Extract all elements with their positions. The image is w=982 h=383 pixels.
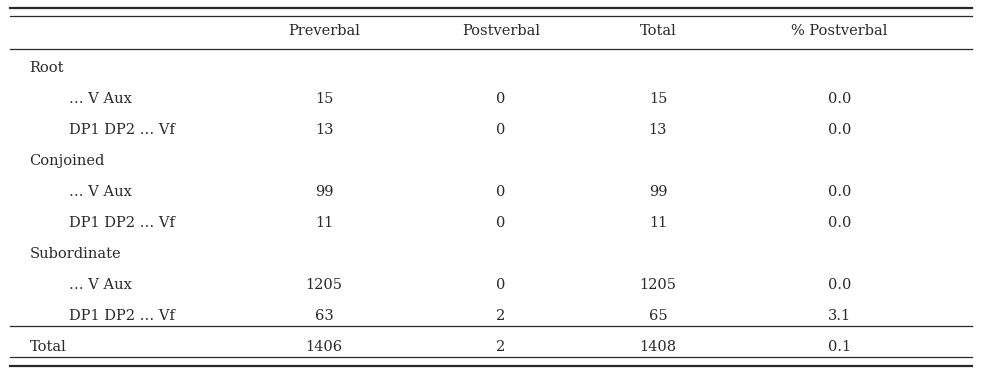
Text: 1205: 1205 [305,278,343,292]
Text: 11: 11 [649,216,667,230]
Text: DP1 DP2 … Vf: DP1 DP2 … Vf [69,123,175,137]
Text: Root: Root [29,61,64,75]
Text: … V Aux: … V Aux [69,185,132,199]
Text: 13: 13 [649,123,667,137]
Text: 3.1: 3.1 [828,309,851,323]
Text: Postverbal: Postverbal [462,24,540,38]
Text: 0.0: 0.0 [828,123,851,137]
Text: 63: 63 [314,309,334,323]
Text: 15: 15 [649,92,667,106]
Text: 0.0: 0.0 [828,216,851,230]
Text: … V Aux: … V Aux [69,278,132,292]
Text: 1205: 1205 [639,278,677,292]
Text: 99: 99 [649,185,667,199]
Text: 0.1: 0.1 [828,340,851,354]
Text: 0.0: 0.0 [828,278,851,292]
Text: 2: 2 [496,340,506,354]
Text: 0: 0 [496,123,506,137]
Text: 0: 0 [496,216,506,230]
Text: DP1 DP2 … Vf: DP1 DP2 … Vf [69,216,175,230]
Text: 2: 2 [496,309,506,323]
Text: 11: 11 [315,216,333,230]
Text: % Postverbal: % Postverbal [791,24,888,38]
Text: 1408: 1408 [639,340,677,354]
Text: 0: 0 [496,185,506,199]
Text: DP1 DP2 … Vf: DP1 DP2 … Vf [69,309,175,323]
Text: Subordinate: Subordinate [29,247,121,261]
Text: 0.0: 0.0 [828,92,851,106]
Text: 0: 0 [496,92,506,106]
Text: Total: Total [29,340,66,354]
Text: Preverbal: Preverbal [288,24,360,38]
Text: 1406: 1406 [305,340,343,354]
Text: 65: 65 [649,309,667,323]
Text: 15: 15 [315,92,333,106]
Text: 0.0: 0.0 [828,185,851,199]
Text: Conjoined: Conjoined [29,154,105,168]
Text: 99: 99 [315,185,333,199]
Text: Total: Total [639,24,677,38]
Text: 13: 13 [315,123,333,137]
Text: 0: 0 [496,278,506,292]
Text: … V Aux: … V Aux [69,92,132,106]
